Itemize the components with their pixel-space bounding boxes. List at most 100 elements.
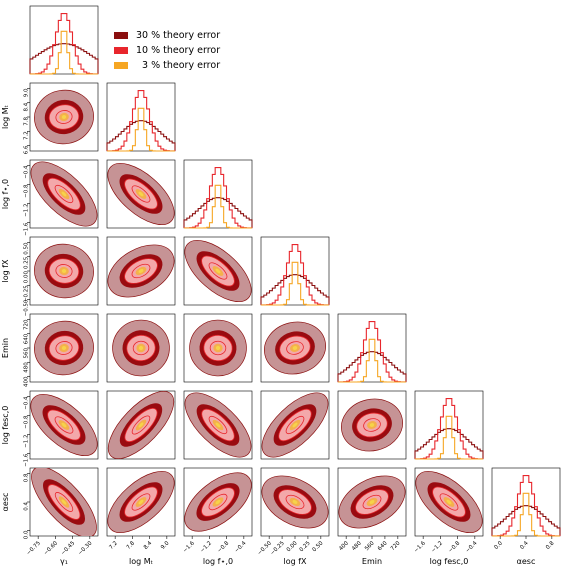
contour-group (30, 161, 98, 227)
histogram-30-theory-error (29, 43, 99, 74)
contour-panel-log_Mt-vs-alpha_esc (106, 467, 176, 537)
histogram-panel-log_fesc0 (414, 390, 484, 460)
contour-panel-log_fstar0-vs-alpha_esc (183, 467, 253, 537)
contour-panel-log_fX-vs-E_min (260, 313, 330, 383)
histogram-panel-log_fX (260, 236, 330, 306)
panel-frame (491, 467, 561, 537)
y-tick-label-E_min: 640 (24, 333, 30, 344)
x-tick-label-log_Mt: 9.0 (160, 540, 171, 551)
y-tick-label-log_fstar0: −1.6 (24, 222, 30, 236)
y-tick-label-log_fX: 0.50 (24, 242, 30, 255)
contour-group (112, 319, 170, 377)
x-tick-label-E_min: 560 (364, 540, 376, 552)
x-tick-label-log_fesc0: −1.2 (430, 540, 444, 554)
histogram-panel-alpha_esc (491, 467, 561, 537)
y-tick-label-log_fX: −0.25 (24, 285, 30, 302)
x-tick-label-log_fesc0: −0.4 (465, 540, 479, 554)
x-tick-label-E_min: 480 (351, 540, 363, 552)
y-tick-label-log_fesc0: −0.8 (24, 415, 30, 429)
y-tick-label-log_fesc0: −1.2 (24, 435, 30, 448)
contour-panel-log_fstar0-vs-E_min (183, 313, 253, 383)
x-tick-label-E_min: 400 (338, 540, 350, 552)
histogram-30-theory-error (337, 351, 407, 382)
legend-label-30: 30 % theory error (136, 30, 221, 41)
x-axis-label-alpha_esc: αesc (517, 557, 536, 566)
contour-group (415, 471, 483, 533)
histogram-30-theory-error (491, 505, 561, 536)
contour-panel-log_fesc0-vs-alpha_esc (414, 467, 484, 537)
y-tick-label-log_fX: −0.50 (24, 299, 30, 316)
x-axis-label-log_fX: log fX (283, 557, 307, 566)
y-tick-label-alpha_esc: 0.8 (24, 473, 30, 482)
contour-level-5 (292, 422, 298, 428)
contour-level-5 (138, 422, 144, 428)
contour-level-5 (61, 499, 67, 505)
contour-group (107, 391, 175, 459)
histogram-10-theory-error (260, 243, 330, 306)
y-axis-label-alpha_esc: αesc (1, 493, 10, 512)
contour-level-5 (215, 499, 221, 505)
contour-panel-E_min-vs-alpha_esc (337, 467, 407, 537)
y-tick-label-log_Mt: 8.4 (24, 102, 30, 111)
histogram-30-theory-error (106, 120, 176, 151)
histogram-30-theory-error (183, 197, 253, 228)
histogram-10-theory-error (183, 166, 253, 229)
x-tick-label-E_min: 720 (390, 540, 402, 552)
x-axis-label-log_fesc0: log fesc,0 (430, 557, 469, 566)
x-tick-label-log_fX: 0.00 (286, 540, 299, 553)
contour-group (184, 392, 252, 458)
contour-panel-E_min-vs-log_fesc0 (337, 390, 407, 460)
x-axis-label-E_min: Emin (362, 557, 382, 566)
contour-level-5 (138, 269, 144, 273)
x-tick-label-gamma_1: −0.75 (26, 540, 43, 557)
y-tick-label-log_fesc0: −1.6 (24, 453, 30, 467)
contour-level-5 (61, 114, 67, 120)
x-tick-label-log_fX: 0.25 (299, 540, 312, 553)
legend-swatch-10 (114, 47, 128, 54)
x-axis-label-log_fstar0: log f⋆,0 (203, 557, 233, 566)
contour-panel-gamma_1-vs-log_fstar0 (29, 159, 99, 229)
x-tick-label-log_fstar0: −0.4 (234, 540, 248, 554)
y-tick-label-E_min: 400 (24, 376, 30, 387)
histogram-10-theory-error (491, 474, 561, 537)
y-tick-label-log_fesc0: −0.4 (24, 396, 30, 410)
contour-level-5 (369, 423, 375, 427)
x-axis-label-gamma_1: γ₁ (60, 557, 68, 566)
legend-item-10: 10 % theory error (114, 43, 220, 58)
y-tick-label-log_Mt: 6.6 (24, 145, 30, 154)
contour-level-5 (138, 345, 144, 351)
contour-panel-gamma_1-vs-log_fesc0 (29, 390, 99, 460)
x-tick-label-log_Mt: 8.4 (143, 540, 154, 551)
contour-group (341, 398, 403, 452)
contour-group (107, 163, 175, 225)
y-tick-label-log_fX: 0.25 (24, 256, 30, 269)
x-axis-label-log_Mt: log Mₜ (129, 557, 153, 566)
panel-frame (260, 236, 330, 306)
x-tick-label-log_fX: 0.50 (312, 540, 325, 553)
y-tick-label-alpha_esc: 0.4 (24, 502, 30, 511)
contour-group (338, 475, 406, 529)
y-tick-label-log_Mt: 7.8 (24, 117, 30, 126)
y-tick-label-E_min: 720 (24, 319, 30, 330)
contour-panel-log_fstar0-vs-log_fesc0 (183, 390, 253, 460)
y-tick-label-E_min: 480 (24, 362, 30, 373)
contour-panel-log_Mt-vs-log_fstar0 (106, 159, 176, 229)
x-tick-label-alpha_esc: 0.8 (545, 540, 556, 551)
x-tick-label-log_fstar0: −1.2 (199, 540, 213, 554)
histogram-10-theory-error (337, 320, 407, 383)
x-tick-label-alpha_esc: 0.4 (519, 540, 530, 551)
contour-level-5 (61, 268, 67, 274)
contour-level-5 (292, 500, 298, 504)
legend-item-3: 3 % theory error (114, 58, 220, 73)
y-tick-label-log_fstar0: −0.8 (24, 184, 30, 198)
contour-group (34, 89, 94, 145)
contour-panel-log_fX-vs-alpha_esc (260, 467, 330, 537)
histogram-3-theory-error (415, 415, 483, 460)
histogram-panel-E_min (337, 313, 407, 383)
x-tick-label-log_Mt: 7.8 (126, 540, 137, 551)
y-tick-label-E_min: 560 (24, 348, 30, 359)
x-tick-label-gamma_1: −0.30 (77, 540, 94, 557)
contour-panel-log_Mt-vs-log_fesc0 (106, 390, 176, 460)
contour-level-5 (215, 345, 221, 351)
